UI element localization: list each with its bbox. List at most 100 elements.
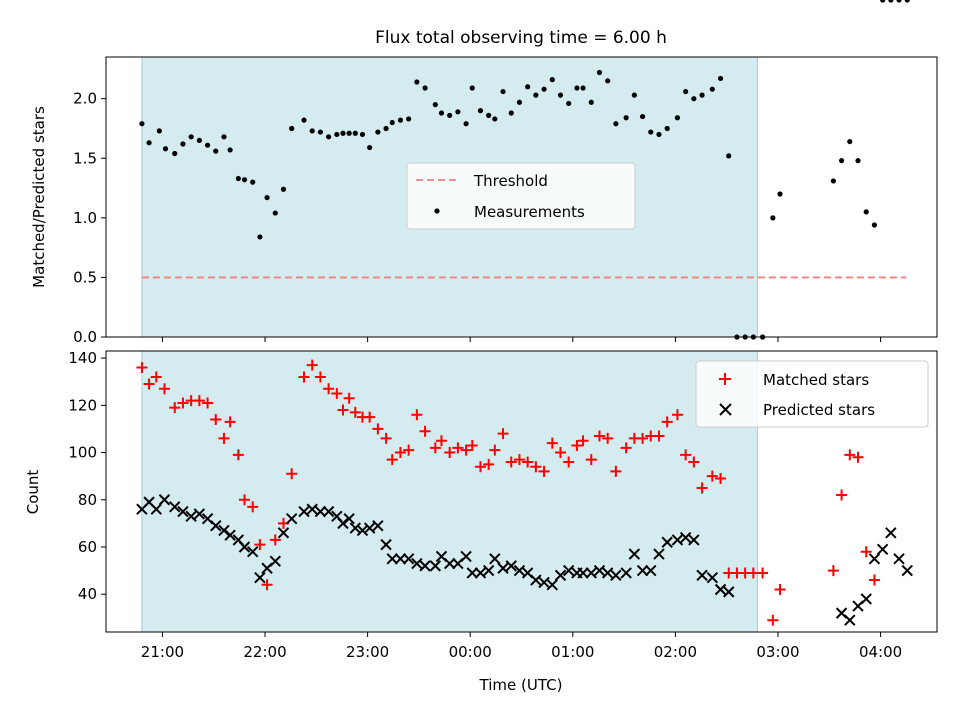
measurement-point (241, 177, 248, 183)
predicted-star-point (386, 553, 398, 565)
measurement-point (406, 116, 412, 122)
matched-star-point (706, 470, 718, 482)
matched-star-point (169, 402, 181, 414)
matched-star-point (577, 435, 589, 447)
legend-predicted-swatch (719, 403, 732, 416)
measurement-point (699, 92, 705, 98)
predicted-star-point (538, 576, 550, 589)
matched-star-point (177, 397, 189, 409)
predicted-star-point (158, 494, 171, 506)
matched-star-point (497, 428, 509, 440)
matched-star-point (530, 461, 542, 473)
top-axes-frame (105, 56, 938, 338)
predicted-star-point (505, 560, 517, 572)
predicted-star-point (419, 560, 431, 572)
measurement-point (146, 140, 152, 146)
predicted-star-point (193, 508, 206, 520)
predicted-star-point (679, 531, 692, 544)
predicted-star-point (210, 520, 222, 532)
matched-star-point (747, 567, 759, 579)
measurement-point (486, 112, 492, 118)
matched-star-point (143, 378, 155, 390)
matched-star-point (394, 447, 406, 459)
predicted-star-point (901, 564, 913, 577)
matched-star-point (349, 406, 361, 418)
x-tick-label: 21:00 (141, 643, 184, 661)
chart-title: Flux total observing time = 6.00 h (375, 28, 667, 48)
matched-stars-points (136, 360, 880, 626)
y-tick-label: 60 (78, 538, 97, 556)
y-tick-label: 100 (68, 444, 97, 462)
predicted-star-point (343, 512, 355, 525)
y-tick-label: 0.5 (73, 268, 97, 286)
measurement-point (346, 130, 352, 136)
matched-star-point (261, 579, 273, 591)
y-tick-label: 1.0 (73, 209, 97, 227)
matched-star-point (419, 425, 431, 437)
predicted-star-point (314, 505, 327, 518)
predicted-star-point (443, 557, 456, 570)
measurement-point (389, 119, 395, 126)
matched-star-point (193, 395, 205, 407)
matched-star-point (620, 442, 632, 454)
matched-star-point (411, 409, 423, 421)
measurement-point (326, 134, 332, 140)
x-axis-label: Time (UTC) (479, 676, 563, 694)
predicted-star-point (844, 614, 856, 626)
measurement-point (309, 128, 315, 134)
predicted-star-point (601, 567, 614, 579)
matched-star-point (688, 456, 700, 468)
matched-star-point (483, 458, 495, 470)
legend-matched-swatch (719, 373, 731, 385)
measurement-point (383, 125, 389, 132)
bottom-axes-frame (105, 350, 938, 633)
matched-star-point (505, 456, 517, 468)
measurement-point (180, 141, 186, 147)
matched-star-point (602, 432, 614, 444)
bottom-x-ticks: 21:00 22:00 23:00 00:00 01:00 02:00 03:00 04:00 (141, 632, 902, 661)
matched-star-point (610, 465, 622, 477)
top-legend-box (406, 162, 636, 230)
measurement-point (605, 78, 611, 84)
bottom-legend: Matched stars Predicted stars (695, 360, 929, 428)
measurement-point (838, 158, 845, 164)
x-tick-label: 00:00 (449, 643, 492, 661)
top-x-ticks (161, 337, 882, 342)
matched-star-point (286, 468, 298, 480)
measurement-point (557, 92, 564, 98)
measurement-point (648, 129, 654, 135)
predicted-star-point (577, 567, 589, 579)
matched-star-point (435, 435, 447, 447)
predicted-star-point (150, 503, 162, 515)
measurement-point (574, 85, 580, 91)
measurement-point (317, 129, 324, 135)
matched-star-point (364, 411, 376, 423)
predicted-star-point (497, 562, 509, 574)
y-tick-label: 1.5 (73, 149, 97, 167)
predicted-star-point (269, 555, 281, 567)
measurement-point (904, 0, 910, 3)
measurement-point (777, 191, 783, 197)
y-tick-label: 2.0 (73, 90, 97, 108)
measurement-point (596, 69, 603, 76)
matched-star-point (254, 539, 266, 551)
predicted-star-point (185, 510, 197, 523)
measurement-point (289, 125, 295, 132)
predicted-star-point (688, 534, 700, 546)
predicted-star-point (868, 553, 881, 565)
measurement-point (709, 86, 715, 92)
y-tick-label: 120 (68, 396, 97, 414)
bottom-y-axis-label: Count (24, 470, 42, 515)
y-tick-label: 80 (78, 491, 97, 509)
matched-star-point (444, 447, 456, 459)
measurement-point (414, 79, 420, 85)
measurement-point (447, 112, 453, 118)
matched-star-point (429, 442, 441, 454)
measurement-point (863, 209, 869, 215)
predicted-star-point (254, 571, 266, 584)
predicted-star-point (645, 564, 657, 577)
predicted-star-point (429, 560, 442, 572)
predicted-star-point (466, 567, 478, 579)
predicted-star-point (363, 522, 376, 534)
measurement-point (272, 210, 278, 216)
